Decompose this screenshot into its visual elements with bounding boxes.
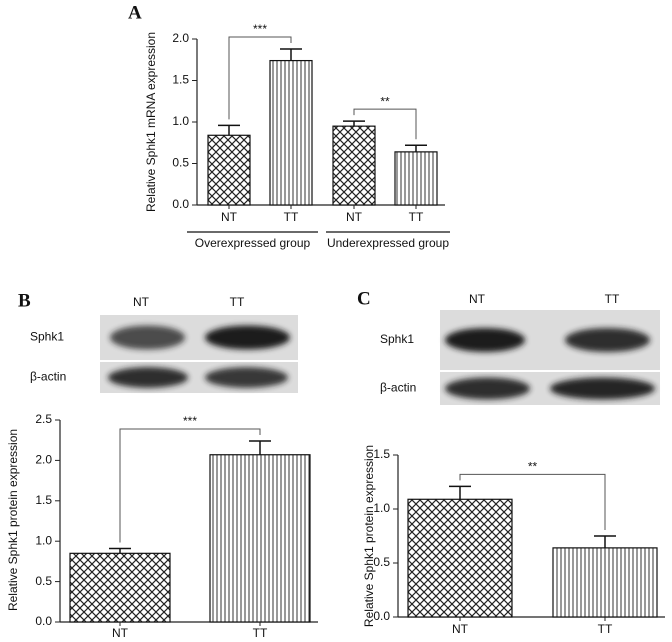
y-tick-label: 0.5 [373, 555, 390, 569]
significance-bracket [459, 473, 606, 530]
y-tick-label: 0.5 [172, 156, 189, 170]
panel-label: A [128, 2, 142, 23]
x-tick-label: TT [409, 210, 424, 224]
blot-band [565, 328, 650, 352]
error-bar [594, 535, 616, 548]
group-label: Overexpressed group [195, 236, 311, 250]
y-tick-label: 2.0 [35, 453, 52, 467]
blot-band [108, 367, 188, 388]
x-tick-label: NT [346, 210, 363, 224]
y-axis-label: Relative Sphk1 protein expression [362, 445, 376, 627]
group-label: Underexpressed group [327, 236, 449, 250]
row-label: Sphk1 [380, 332, 414, 346]
error-bar [109, 547, 131, 554]
y-tick-label: 1.5 [35, 493, 52, 507]
y-tick-label: 2.0 [172, 31, 189, 45]
significance-bracket [353, 108, 417, 140]
y-tick-label: 0.5 [35, 574, 52, 588]
lane-label: TT [230, 295, 245, 309]
bar [552, 547, 658, 618]
x-tick-label: TT [598, 622, 613, 636]
lane-label: NT [469, 292, 486, 306]
error-bar [280, 48, 302, 61]
blot-band [445, 377, 530, 400]
y-tick-label: 0.0 [35, 614, 52, 628]
y-tick-label: 1.5 [172, 73, 189, 87]
panel-label: B [18, 290, 31, 311]
row-label: β-actin [30, 370, 66, 384]
error-bar [343, 120, 365, 127]
significance-label: ** [380, 94, 390, 108]
significance-label: ** [528, 459, 538, 473]
blot-band [205, 367, 288, 388]
significance-bracket [119, 428, 261, 543]
blot-band [445, 328, 525, 352]
row-label: Sphk1 [30, 330, 64, 344]
error-bar [218, 124, 240, 136]
bar [207, 134, 251, 206]
error-bar [449, 485, 471, 500]
panel-label: C [357, 288, 371, 309]
x-tick-label: NT [221, 210, 238, 224]
bar [407, 498, 513, 618]
significance-label: *** [183, 414, 197, 428]
error-bar [405, 144, 427, 152]
significance-bracket [228, 36, 292, 120]
y-axis-label: Relative Sphk1 mRNA expression [144, 32, 158, 212]
y-tick-label: 0.0 [172, 197, 189, 211]
y-tick-label: 1.5 [373, 447, 390, 461]
bar [394, 151, 438, 206]
bar [332, 125, 376, 206]
y-tick-label: 1.0 [172, 114, 189, 128]
significance-label: *** [253, 22, 267, 36]
bar [209, 454, 311, 623]
blot-band [110, 325, 185, 350]
bar [69, 552, 171, 623]
x-tick-label: NT [452, 622, 469, 636]
x-tick-label: TT [253, 626, 268, 640]
y-axis-label: Relative Sphk1 protein expression [6, 429, 20, 611]
row-label: β-actin [380, 381, 416, 395]
x-tick-label: TT [284, 210, 299, 224]
bar [269, 59, 313, 206]
blot-band [205, 325, 290, 350]
lane-label: TT [605, 292, 620, 306]
error-bar [249, 440, 271, 455]
y-tick-label: 1.0 [373, 501, 390, 515]
x-tick-label: NT [112, 626, 129, 640]
y-tick-label: 2.5 [35, 412, 52, 426]
lane-label: NT [133, 295, 150, 309]
y-tick-label: 0.0 [373, 609, 390, 623]
blot-band [550, 377, 655, 400]
y-tick-label: 1.0 [35, 533, 52, 547]
